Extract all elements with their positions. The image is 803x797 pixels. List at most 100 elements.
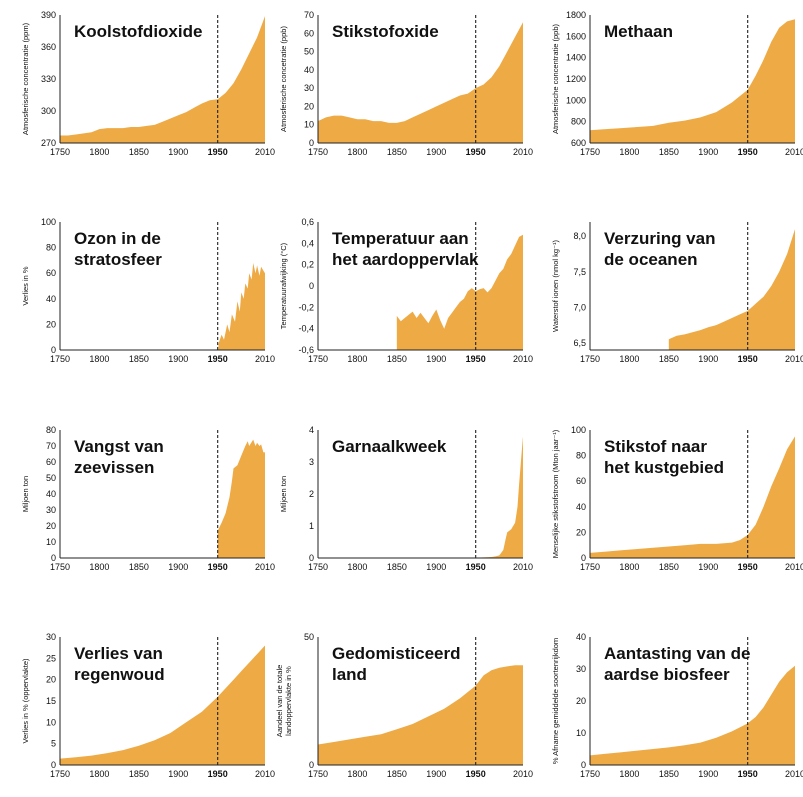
- chart-panel-6: 1750 1800 1850 1900 1950 2010 6,5 7,0 7,5 8,0 Wate…: [551, 222, 803, 364]
- x-tick-label: 2010: [255, 562, 275, 572]
- y-axis-label: Menselijke stikstofstroom (Mton jaar⁻¹): [551, 429, 560, 558]
- y-tick-label: 0: [309, 281, 314, 291]
- y-axis-label: Atmosferische concetratie (ppb): [279, 26, 288, 132]
- x-tick-label: 1750: [308, 769, 328, 779]
- area-series: [218, 263, 265, 350]
- x-tick-label: 1850: [659, 769, 679, 779]
- area-series: [318, 665, 523, 765]
- x-tick-label: 1800: [347, 769, 367, 779]
- x-tick-label: 1950: [208, 562, 228, 572]
- x-tick-label: 1850: [659, 562, 679, 572]
- y-tick-label: 50: [304, 632, 314, 642]
- y-tick-label: 30: [576, 664, 586, 674]
- y-axis-label: Waterstof ionen (nmol kg⁻¹): [551, 239, 560, 332]
- x-tick-label: 1800: [89, 769, 109, 779]
- x-tick-label: 1900: [426, 354, 446, 364]
- y-axis-label-line: Verlies in % (oppervlakte): [21, 658, 30, 744]
- y-axis-label: Temperatuurafwijking (°C): [279, 242, 288, 329]
- x-tick-label: 2010: [255, 769, 275, 779]
- y-tick-label: 360: [41, 42, 56, 52]
- y-tick-label: 1600: [566, 31, 586, 41]
- x-tick-label: 2010: [513, 769, 533, 779]
- y-tick-label: 30: [46, 632, 56, 642]
- chart-title: Stikstofoxide: [332, 22, 439, 41]
- y-axis-label-line: Temperatuurafwijking (°C): [279, 242, 288, 329]
- y-tick-label: 6,5: [573, 338, 586, 348]
- area-series: [60, 645, 265, 765]
- y-tick-label: 30: [46, 505, 56, 515]
- y-tick-label: 300: [41, 106, 56, 116]
- x-tick-label: 1950: [466, 147, 486, 157]
- y-tick-label: 3: [309, 457, 314, 467]
- area-series: [590, 436, 795, 558]
- y-tick-label: 20: [46, 521, 56, 531]
- x-tick-label: 2010: [513, 562, 533, 572]
- y-tick-label: 60: [46, 457, 56, 467]
- x-tick-label: 1750: [580, 147, 600, 157]
- x-tick-label: 1850: [387, 354, 407, 364]
- y-tick-label: 1000: [566, 95, 586, 105]
- y-axis-label: Verlies in %: [21, 266, 30, 306]
- y-tick-label: 800: [571, 117, 586, 127]
- y-axis-label: Aandeel van de totalelandoppervlakte in …: [275, 665, 293, 738]
- y-axis-label-line: Waterstof ionen (nmol kg⁻¹): [551, 239, 560, 332]
- x-tick-label: 1850: [129, 354, 149, 364]
- y-tick-label: 2: [309, 489, 314, 499]
- y-tick-label: 7,5: [573, 267, 586, 277]
- area-series: [60, 16, 265, 144]
- x-tick-label: 1750: [50, 769, 70, 779]
- y-tick-label: -0,6: [298, 345, 314, 355]
- y-tick-label: 390: [41, 10, 56, 20]
- x-tick-label: 1750: [50, 354, 70, 364]
- y-tick-label: 70: [304, 10, 314, 20]
- y-tick-label: 60: [576, 476, 586, 486]
- chart-title: het kustgebied: [604, 458, 724, 477]
- y-tick-label: 0: [581, 760, 586, 770]
- x-tick-label: 1800: [347, 562, 367, 572]
- y-tick-label: 0,6: [301, 217, 314, 227]
- y-tick-label: 1400: [566, 53, 586, 63]
- y-tick-label: 0,4: [301, 238, 314, 248]
- x-tick-label: 1800: [89, 354, 109, 364]
- x-tick-label: 1800: [347, 147, 367, 157]
- x-tick-label: 1800: [89, 562, 109, 572]
- y-tick-label: 0: [309, 553, 314, 563]
- y-tick-label: -0,4: [298, 324, 314, 334]
- y-tick-label: 40: [576, 632, 586, 642]
- y-tick-label: 1200: [566, 74, 586, 84]
- y-tick-label: 0: [51, 760, 56, 770]
- x-tick-label: 1800: [619, 562, 639, 572]
- x-tick-label: 1950: [738, 562, 758, 572]
- x-tick-label: 1850: [659, 147, 679, 157]
- y-axis-label: Miljoen ton: [21, 476, 30, 512]
- chart-title: stratosfeer: [74, 250, 162, 269]
- y-tick-label: 40: [576, 502, 586, 512]
- chart-panel-5: 1750 1800 1850 1900 1950 2010 -0,6 -0,4 -0,2 0 0,2…: [279, 217, 533, 364]
- x-tick-label: 1800: [347, 354, 367, 364]
- y-tick-label: 40: [304, 65, 314, 75]
- x-tick-label: 1850: [659, 354, 679, 364]
- x-tick-label: 1800: [619, 354, 639, 364]
- y-tick-label: 70: [46, 441, 56, 451]
- x-tick-label: 1750: [580, 562, 600, 572]
- x-tick-label: 2010: [785, 562, 803, 572]
- y-tick-label: 100: [41, 217, 56, 227]
- y-tick-label: 50: [46, 473, 56, 483]
- y-tick-label: 4: [309, 425, 314, 435]
- y-tick-label: 0: [51, 553, 56, 563]
- chart-title: Aantasting van de: [604, 644, 750, 663]
- x-tick-label: 1950: [738, 769, 758, 779]
- x-tick-label: 1900: [426, 562, 446, 572]
- y-axis-label-line: Atmosferische concentratie (ppb): [551, 23, 560, 134]
- chart-panel-8: 1750 1800 1850 1900 1950 2010 0 1 2 3 4 Miljoen ton…: [279, 425, 533, 572]
- y-tick-label: 20: [46, 675, 56, 685]
- y-tick-label: 30: [304, 83, 314, 93]
- x-tick-label: 1800: [619, 769, 639, 779]
- area-series: [668, 229, 795, 350]
- y-tick-label: 0: [309, 138, 314, 148]
- y-axis-label: Atmosferische concentratie (ppm): [21, 22, 30, 135]
- x-tick-label: 1950: [466, 562, 486, 572]
- y-tick-label: 10: [576, 728, 586, 738]
- y-tick-label: 60: [304, 28, 314, 38]
- y-axis-label-line: Miljoen ton: [21, 476, 30, 512]
